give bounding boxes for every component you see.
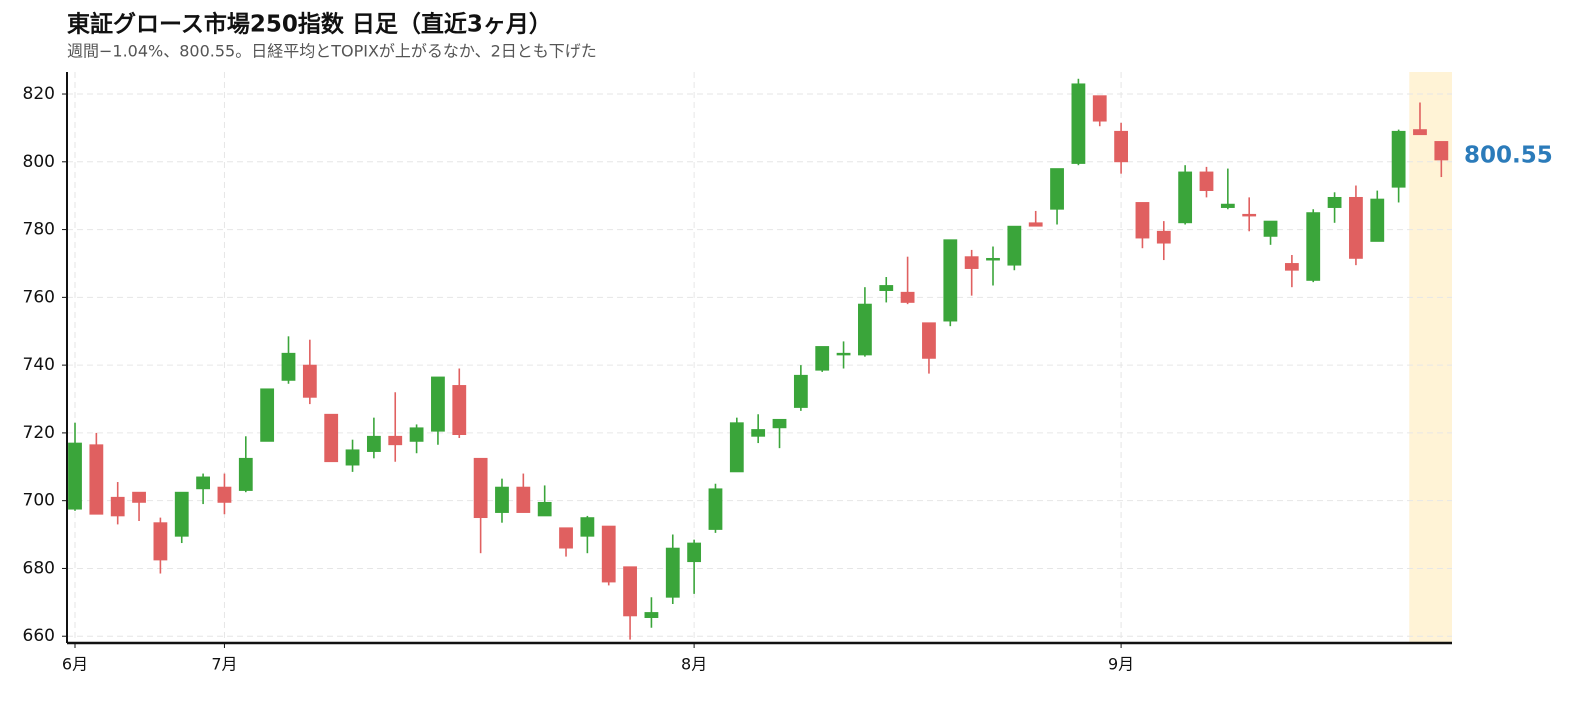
y-tick-label: 820 (23, 84, 55, 104)
candle-body (858, 303, 872, 356)
y-tick-label: 760 (23, 287, 55, 307)
candle-body (132, 491, 146, 503)
candle-body (815, 346, 830, 371)
candle-body (922, 322, 936, 359)
candle-body (153, 522, 168, 561)
candle-body (964, 256, 979, 269)
candle-body (559, 527, 573, 549)
y-tick-label: 680 (23, 558, 55, 578)
candle-body (1199, 171, 1214, 192)
candle-body (644, 612, 659, 618)
candle-body (729, 422, 744, 473)
candle-body (409, 427, 424, 442)
candle-body (1050, 168, 1064, 210)
candle-body (1327, 196, 1342, 208)
y-tick-label: 800 (23, 152, 55, 172)
candle-body (366, 435, 381, 452)
x-tick-label: 8月 (681, 655, 707, 674)
candle-body (1028, 222, 1043, 227)
candle-body (1242, 213, 1257, 217)
candle-body (473, 457, 488, 519)
candle-body (302, 364, 317, 398)
chart-title: 東証グロース市場250指数 日足（直近3ヶ月） (67, 11, 552, 38)
candle-body (345, 449, 360, 466)
candle-body (1114, 130, 1128, 163)
last-close-label: 800.55 (1464, 142, 1553, 168)
candle-body (537, 501, 552, 517)
candle-body (89, 444, 104, 515)
candle-body (1156, 230, 1171, 244)
candle-body (238, 457, 253, 491)
candle-body (708, 488, 723, 530)
x-tick-label: 6月 (62, 655, 88, 674)
candle-body (1178, 171, 1193, 224)
candle-body (772, 418, 787, 429)
candle-body (1370, 198, 1385, 242)
candle-body (495, 486, 509, 513)
candle-body (751, 429, 766, 437)
y-tick-label: 780 (23, 220, 55, 240)
candle-body (1092, 95, 1107, 122)
candle-body (1220, 203, 1235, 208)
y-tick-label: 700 (23, 491, 55, 511)
candle-body (1284, 263, 1299, 271)
candle-body (665, 547, 680, 598)
candle-body (580, 517, 595, 537)
candle-body (388, 435, 403, 446)
candle-body (1434, 141, 1449, 161)
candle-body (516, 486, 531, 513)
candle-body (1135, 202, 1150, 239)
highlight-band (1409, 72, 1452, 643)
y-tick-label: 660 (23, 626, 55, 646)
candle-body (1071, 83, 1086, 164)
candle-body (174, 491, 189, 537)
x-tick-label: 7月 (211, 655, 237, 674)
candle-body (452, 385, 467, 435)
candle-body (986, 257, 1000, 261)
candle-body (900, 291, 915, 303)
y-tick-label: 740 (23, 355, 55, 375)
candle-body (260, 388, 275, 442)
candle-body (110, 496, 125, 517)
candle-body (879, 285, 894, 291)
candle-body (836, 352, 851, 356)
candle-body (68, 442, 82, 510)
chart-subtitle: 週間−1.04%、800.55。日経平均とTOPIXが上がるなか、2日とも下げた (67, 42, 597, 61)
candle-body (431, 376, 445, 432)
x-tick-label: 9月 (1108, 655, 1134, 674)
candle-body (793, 374, 808, 408)
candle-body (1263, 220, 1278, 237)
candle-body (1391, 130, 1406, 188)
candle-body (943, 239, 958, 322)
candle-body (1349, 196, 1363, 259)
candle-body (1007, 225, 1022, 266)
candle-body (623, 566, 637, 617)
candle-body (1306, 212, 1321, 281)
y-tick-label: 720 (23, 423, 55, 443)
candle-body (1413, 129, 1427, 136)
candle-body (601, 525, 616, 583)
candle-body (324, 413, 339, 463)
candle-body (217, 486, 232, 503)
candle-body (687, 542, 702, 563)
candle-body (196, 476, 210, 490)
candle-body (281, 352, 296, 381)
